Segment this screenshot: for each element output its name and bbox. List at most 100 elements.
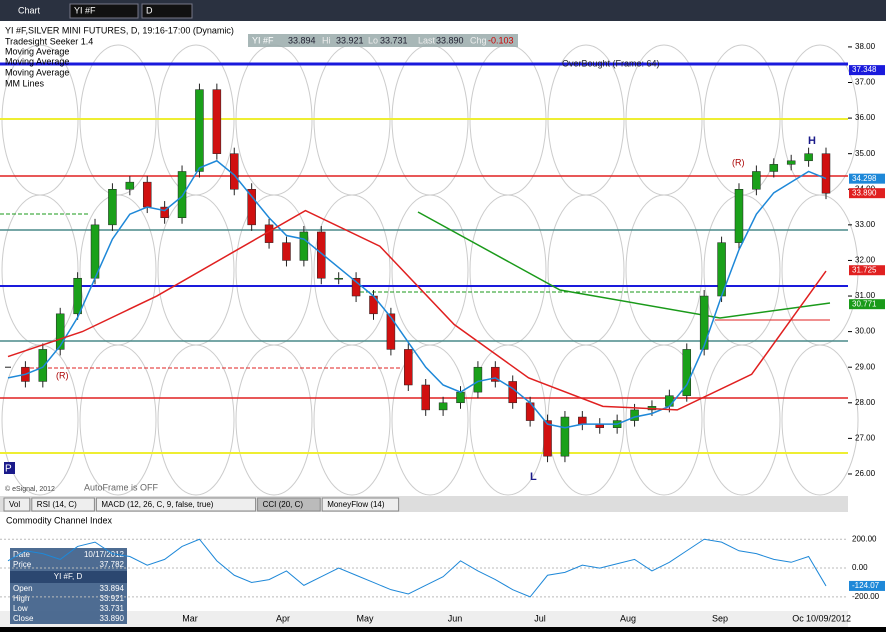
price-flag-label: 37.348 (852, 65, 877, 74)
y-tick-label: 38.00 (855, 42, 876, 51)
candle (438, 402, 448, 411)
interval[interactable]: D (146, 5, 153, 15)
date-axis (0, 611, 848, 627)
price-flag (849, 173, 885, 184)
dw-value: 33.731 (100, 604, 125, 613)
tab[interactable] (321, 497, 400, 512)
cci-flag-label: -124.07 (852, 581, 880, 590)
candle (821, 153, 831, 194)
candle (125, 181, 135, 190)
tab-label[interactable]: CCI (20, C) (263, 500, 304, 509)
pattern-circle (391, 344, 469, 496)
candle (334, 277, 343, 280)
symbol[interactable]: YI #F (74, 5, 96, 15)
dw-value: 33.890 (100, 614, 125, 623)
candle (108, 189, 117, 226)
x-tick-label: Mar (182, 613, 198, 623)
dw-label: Date (13, 550, 30, 559)
candle (560, 416, 570, 457)
x-tick-label: Jun (448, 613, 463, 623)
cci-line (7, 538, 827, 598)
last-date: 10/09/2012 (806, 613, 851, 623)
y-tick-label: 28.00 (855, 398, 876, 407)
quote-lo: 33.731 (380, 35, 408, 45)
y-tick-label: 27.00 (855, 433, 876, 442)
candle (543, 420, 552, 457)
tab-label[interactable]: MoneyFlow (14) (327, 500, 385, 509)
dw-value: 37.782 (100, 560, 125, 569)
quote-lo-label: Lo (368, 35, 378, 45)
dw-label: Price (13, 560, 32, 569)
price-flag (849, 299, 885, 310)
gap (0, 486, 848, 496)
pattern-circle (157, 344, 235, 496)
y-tick-label: 31.00 (855, 291, 876, 300)
tab-label[interactable]: Vol (9, 500, 20, 509)
candle (491, 366, 500, 382)
dw-header: YI #F, D (54, 572, 83, 581)
candle (682, 349, 692, 396)
tab[interactable] (257, 497, 321, 512)
candle (630, 409, 639, 421)
candle (195, 89, 204, 172)
y-tick-label: 30.00 (855, 327, 876, 336)
interval-box[interactable] (141, 3, 193, 19)
x-tick-label: Sep (712, 613, 728, 623)
tab[interactable] (31, 497, 95, 512)
candle (404, 349, 413, 386)
y-tick-label: 36.00 (855, 113, 876, 122)
candle (282, 242, 291, 261)
y-tick-label: 35.00 (855, 149, 876, 158)
study-label: Tradesight Seeker 1.4 (5, 36, 93, 46)
candle (699, 295, 709, 350)
pattern-circle (313, 344, 391, 496)
marker: (R) (732, 157, 745, 167)
x-tick-label: Aug (620, 613, 636, 623)
candle (421, 384, 430, 411)
price-flag-label: 33.890 (852, 188, 877, 197)
pattern-circle (703, 344, 781, 496)
quote-hi: 33.921 (336, 35, 364, 45)
candle (177, 171, 187, 218)
candle (665, 395, 674, 407)
dw-label: High (13, 594, 29, 603)
overbought-label: OverBought (Frame: 64) (562, 58, 660, 68)
candle (734, 189, 744, 243)
window-title: Chart (18, 5, 41, 15)
candle (804, 153, 813, 162)
quote-open: 33.894 (288, 35, 316, 45)
candle (230, 153, 239, 190)
x-tick-label: Oc (792, 613, 804, 623)
candle (752, 171, 761, 190)
cci-title: Commodity Channel Index (6, 515, 113, 525)
study-label: YI #F,SILVER MINI FUTURES, D, 19:16-17:0… (5, 25, 234, 35)
candle (160, 206, 169, 218)
tab[interactable] (3, 497, 31, 512)
x-tick-label: May (356, 613, 374, 623)
study-label: Moving Average (5, 56, 69, 66)
pattern-circle (1, 344, 79, 496)
cci-panel (0, 512, 848, 611)
x-tick-label: Apr (276, 613, 290, 623)
symbol-box[interactable] (69, 3, 139, 19)
tab[interactable] (95, 497, 257, 512)
candle (769, 164, 779, 172)
candle (299, 231, 309, 261)
candle (786, 160, 796, 165)
quote-hi-label: Hi (322, 35, 331, 45)
autoframe: AutoFrame is OFF (84, 482, 159, 492)
marker: P (5, 464, 12, 475)
candle (508, 381, 517, 404)
quote-bar (248, 34, 518, 47)
tab-label[interactable]: MACD (12, 26, C, 9, false, true) (101, 500, 213, 509)
study-label: MM Lines (5, 78, 45, 88)
price-flag-label: 31.725 (852, 265, 877, 274)
pattern-circle (79, 344, 157, 496)
cci-tick-label: 0.00 (852, 563, 868, 572)
cci-flag (849, 580, 885, 591)
dw-label: Low (13, 604, 28, 613)
tab-label[interactable]: RSI (14, C) (37, 500, 77, 509)
data-window: Date 10/17/2012 Price 37.782 YI #F, D Open 33.… (10, 548, 127, 624)
candle (73, 277, 82, 315)
quote-symbol: YI #F (252, 35, 274, 45)
